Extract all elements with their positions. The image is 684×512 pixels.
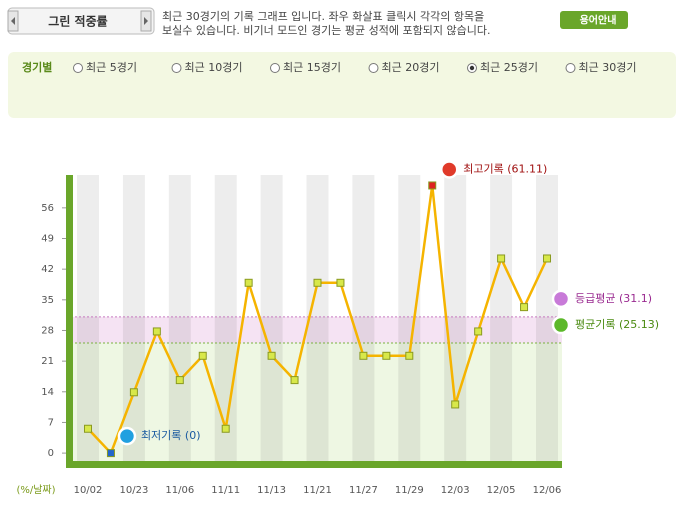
point	[405, 351, 414, 360]
stripe	[352, 175, 375, 468]
y-tick-label: 14	[41, 387, 54, 398]
radio[interactable]	[171, 63, 182, 73]
annotation: 최저기록 (0)	[141, 429, 201, 442]
x-tick-label: 12/05	[487, 485, 516, 496]
annotation: 평균기록 (25.13)	[575, 318, 659, 331]
point	[313, 278, 322, 287]
stripe	[260, 175, 283, 468]
point	[520, 303, 529, 312]
annotation: 등급평균 (31.1)	[575, 292, 652, 305]
radio-label: 최근 10경기	[185, 61, 243, 74]
filter-label: 경기별	[22, 60, 52, 74]
pin	[551, 289, 571, 309]
y-tick-label: 0	[48, 448, 54, 459]
x-tick-label: 11/21	[303, 485, 332, 496]
point	[543, 254, 551, 263]
x-axis-label: (%/날짜)	[16, 484, 55, 496]
y-tick-label: 42	[41, 264, 54, 275]
y-tick-label: 56	[41, 203, 54, 214]
stripe	[490, 175, 513, 468]
point	[474, 327, 483, 336]
point	[244, 278, 253, 287]
radio-label: 최근 15경기	[283, 61, 341, 74]
point	[175, 376, 184, 385]
y-axis	[66, 175, 73, 468]
x-tick-label: 11/13	[257, 485, 286, 496]
x-tick-label: 10/02	[74, 485, 103, 496]
x-tick-label: 11/29	[395, 485, 424, 496]
x-tick-label: 12/03	[441, 485, 470, 496]
stripe	[168, 175, 191, 468]
point	[451, 400, 460, 409]
stripe	[306, 175, 329, 468]
prev-icon	[11, 17, 15, 25]
y-tick-label: 49	[41, 234, 54, 245]
help-button[interactable]	[560, 11, 628, 29]
x-tick-label: 10/23	[119, 485, 148, 496]
point	[152, 327, 161, 336]
description: 최근 30경기의 기록 그래프 입니다. 좌우 화살표 클릭시 각각의 항목을	[162, 10, 484, 23]
y-tick-label: 7	[48, 417, 54, 428]
point	[336, 278, 345, 287]
stripe	[122, 175, 145, 468]
y-tick-label: 21	[41, 356, 54, 367]
radio-label: 최근 20경기	[382, 61, 440, 74]
point	[106, 449, 115, 458]
point	[221, 424, 230, 433]
y-tick-label: 35	[41, 295, 54, 306]
point	[497, 254, 506, 263]
radio-label: 최근 25경기	[480, 61, 538, 74]
radio[interactable]	[73, 63, 83, 73]
stripe	[398, 175, 421, 468]
y-tick-label: 28	[41, 325, 54, 336]
radio-label: 최근 30경기	[579, 61, 637, 74]
x-tick-label: 11/27	[349, 485, 378, 496]
radio[interactable]	[565, 63, 576, 73]
stripe	[536, 175, 558, 468]
point	[267, 351, 276, 360]
radio[interactable]	[368, 63, 379, 73]
avg-band	[67, 343, 562, 468]
stripe	[444, 175, 467, 468]
description: 보실수 있습니다. 비기너 모드인 경기는 평균 성적에 포함되지 않습니다.	[162, 24, 490, 37]
point	[290, 376, 299, 385]
point	[359, 351, 368, 360]
metric-title: 그린 적중률	[48, 14, 107, 29]
annotation: 최고기록 (61.11)	[463, 162, 547, 175]
next-icon	[144, 17, 148, 25]
pin	[440, 160, 459, 179]
radio[interactable]	[270, 63, 280, 73]
point	[428, 181, 437, 190]
stripe	[77, 175, 99, 468]
pin	[551, 315, 571, 335]
help-label: 용어안내	[580, 14, 617, 27]
x-tick-label: 12/06	[533, 485, 562, 496]
x-tick-label: 11/11	[211, 485, 240, 496]
radio-label: 최근 5경기	[86, 61, 137, 74]
point	[198, 351, 207, 360]
point	[84, 424, 92, 433]
point	[382, 351, 391, 360]
pin	[117, 426, 137, 446]
x-axis	[66, 461, 562, 468]
point	[129, 388, 138, 397]
x-tick-label: 11/06	[165, 485, 194, 496]
radio-dot	[469, 65, 475, 71]
